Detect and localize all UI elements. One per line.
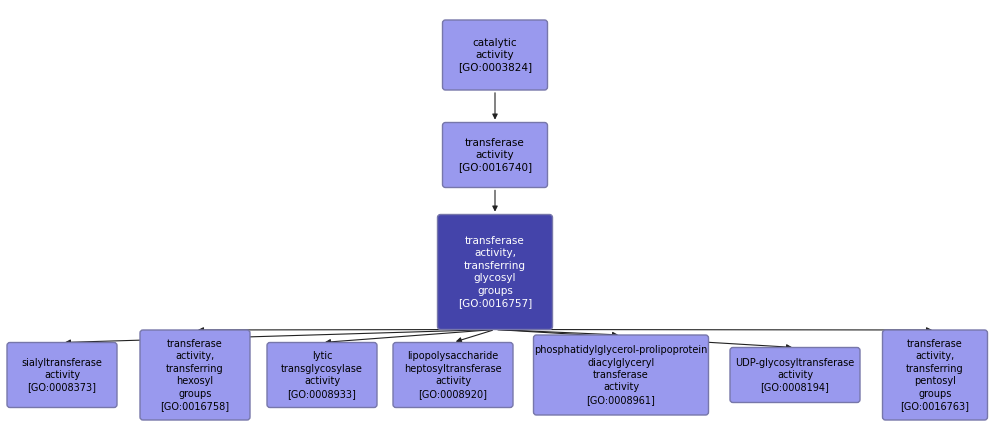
Text: lytic
transglycosylase
activity
[GO:0008933]: lytic transglycosylase activity [GO:0008… xyxy=(281,351,363,399)
FancyBboxPatch shape xyxy=(7,343,117,408)
FancyBboxPatch shape xyxy=(443,123,547,187)
Text: phosphatidylglycerol-prolipoprotein
diacylglyceryl
transferase
activity
[GO:0008: phosphatidylglycerol-prolipoprotein diac… xyxy=(535,345,708,405)
Text: UDP-glycosyltransferase
activity
[GO:0008194]: UDP-glycosyltransferase activity [GO:000… xyxy=(736,358,854,392)
Text: sialyltransferase
activity
[GO:0008373]: sialyltransferase activity [GO:0008373] xyxy=(22,358,102,392)
Text: transferase
activity
[GO:0016740]: transferase activity [GO:0016740] xyxy=(458,138,532,172)
FancyBboxPatch shape xyxy=(267,343,377,408)
Text: lipopolysaccharide
heptosyltransferase
activity
[GO:0008920]: lipopolysaccharide heptosyltransferase a… xyxy=(404,351,502,399)
FancyBboxPatch shape xyxy=(438,215,552,330)
FancyBboxPatch shape xyxy=(730,347,860,402)
FancyBboxPatch shape xyxy=(393,343,513,408)
FancyBboxPatch shape xyxy=(140,330,250,420)
Text: transferase
activity,
transferring
hexosyl
groups
[GO:0016758]: transferase activity, transferring hexos… xyxy=(160,339,230,411)
FancyBboxPatch shape xyxy=(534,335,709,415)
Text: transferase
activity,
transferring
glycosyl
groups
[GO:0016757]: transferase activity, transferring glyco… xyxy=(457,236,533,308)
FancyBboxPatch shape xyxy=(882,330,987,420)
Text: transferase
activity,
transferring
pentosyl
groups
[GO:0016763]: transferase activity, transferring pento… xyxy=(901,339,969,411)
Text: catalytic
activity
[GO:0003824]: catalytic activity [GO:0003824] xyxy=(458,37,532,72)
FancyBboxPatch shape xyxy=(443,20,547,90)
